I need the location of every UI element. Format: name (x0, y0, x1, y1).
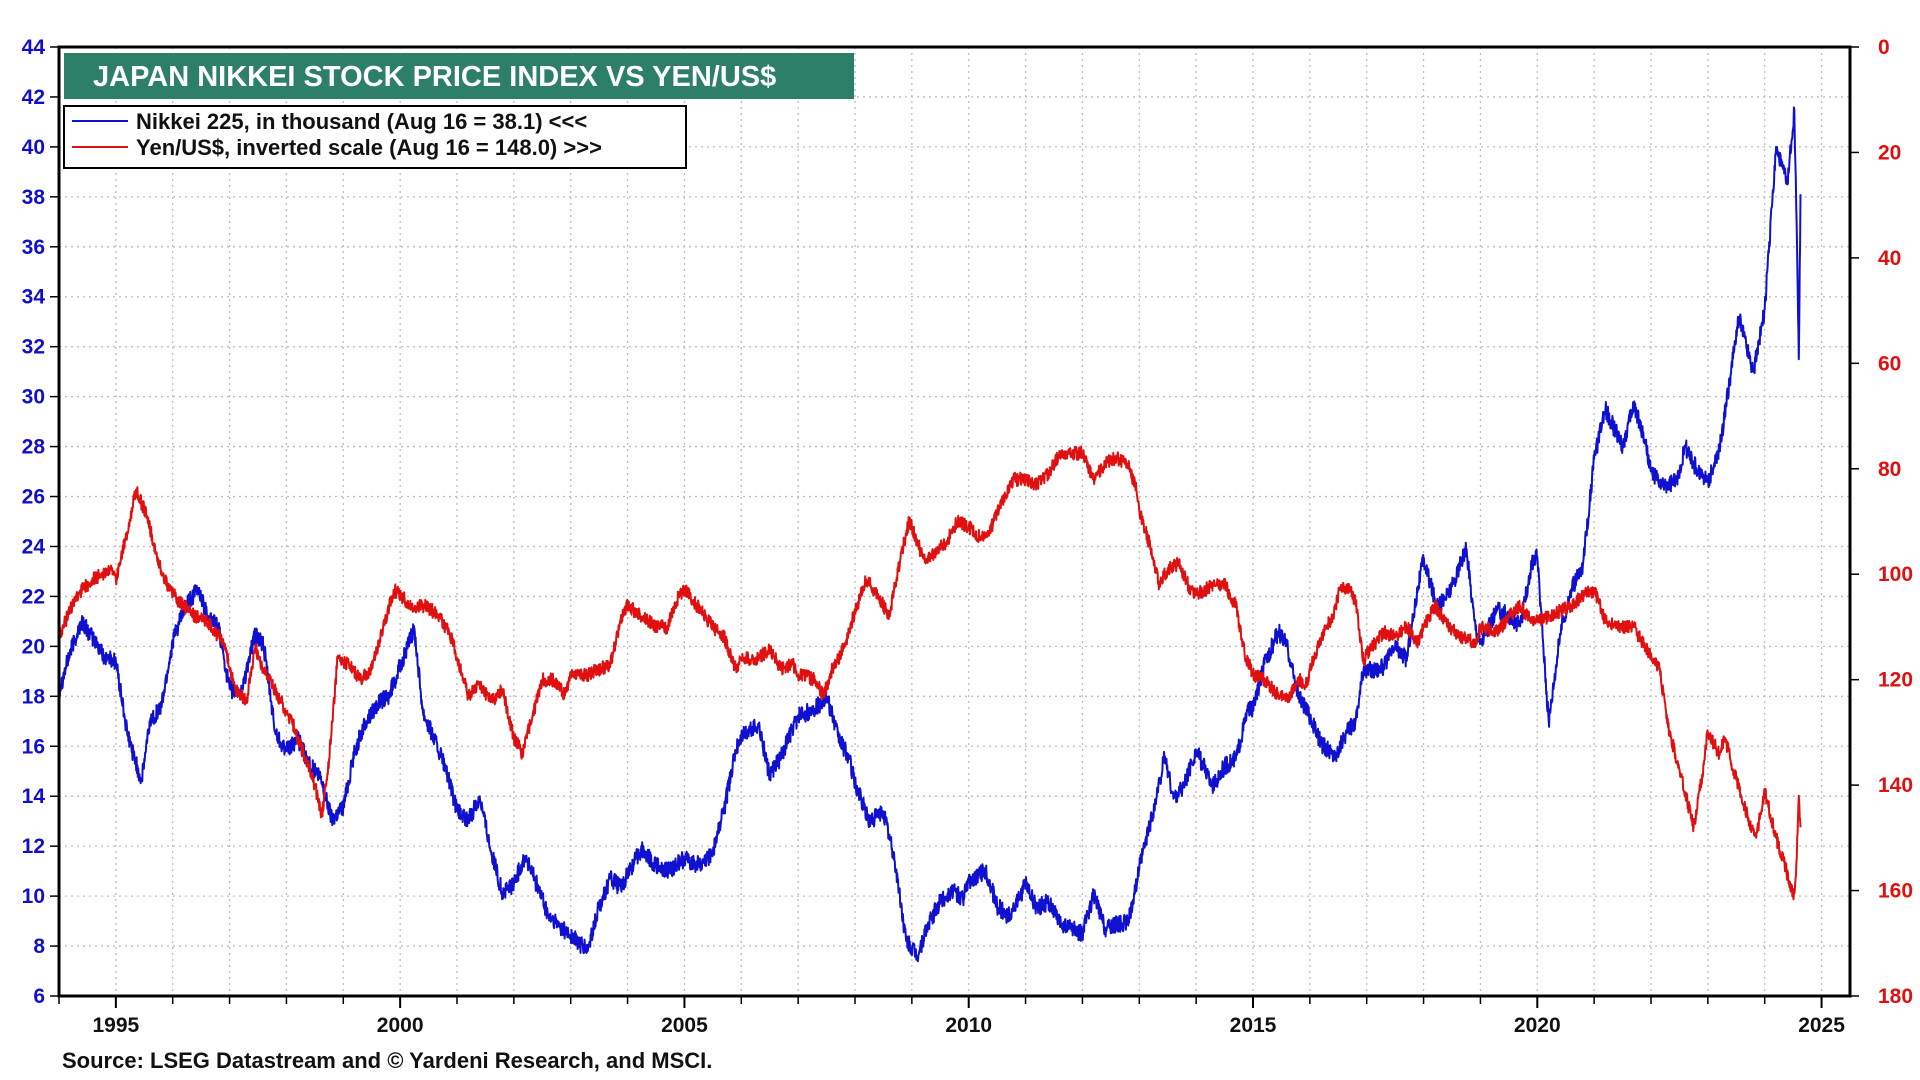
left-tick-label: 40 (22, 136, 45, 159)
right-tick-label: 160 (1878, 880, 1913, 903)
left-tick-label: 22 (22, 585, 45, 608)
legend-entry-yen: Yen/US$, inverted scale (Aug 16 = 148.0)… (136, 135, 602, 160)
left-tick-label: 8 (33, 935, 45, 958)
left-axis-ticks: 6 8 10 12 14 16 18 20 22 24 26 28 30 32 34 36 38 40 42 44 (22, 36, 59, 1008)
right-tick-label: 20 (1878, 141, 1901, 164)
right-tick-label: 80 (1878, 458, 1901, 481)
chart-title: JAPAN NIKKEI STOCK PRICE INDEX VS YEN/US… (93, 61, 776, 93)
chart-title-box: JAPAN NIKKEI STOCK PRICE INDEX VS YEN/US… (64, 53, 854, 99)
left-tick-label: 14 (22, 785, 46, 808)
right-tick-label: 180 (1878, 985, 1913, 1008)
x-axis-ticks: 1995 2000 2005 2010 2015 2020 2025 (58, 996, 1845, 1037)
x-tick-label: 2015 (1230, 1014, 1277, 1037)
left-tick-label: 32 (22, 336, 45, 359)
x-tick-label: 2005 (661, 1014, 708, 1037)
left-tick-label: 34 (22, 286, 46, 309)
yen-series-line (58, 445, 1802, 901)
grid-lines (58, 46, 1850, 997)
nikkei-series-line (58, 106, 1802, 963)
left-tick-label: 16 (22, 735, 45, 758)
right-tick-label: 120 (1878, 669, 1913, 692)
x-tick-label: 2000 (377, 1014, 424, 1037)
left-tick-label: 20 (22, 635, 45, 658)
right-axis-ticks: 0 20 40 60 80 100 120 140 160 180 (1850, 36, 1913, 1008)
right-tick-label: 100 (1878, 563, 1913, 586)
right-tick-label: 140 (1878, 774, 1913, 797)
right-tick-label: 0 (1878, 36, 1890, 59)
left-tick-label: 18 (22, 685, 46, 708)
x-tick-label: 2010 (945, 1014, 992, 1037)
left-tick-label: 36 (22, 236, 45, 259)
left-tick-label: 28 (22, 436, 46, 459)
left-tick-label: 44 (22, 36, 46, 59)
x-tick-label: 1995 (92, 1014, 139, 1037)
left-tick-label: 42 (22, 86, 45, 109)
legend-entry-nikkei: Nikkei 225, in thousand (Aug 16 = 38.1) … (136, 109, 587, 134)
legend: Nikkei 225, in thousand (Aug 16 = 38.1) … (63, 105, 687, 169)
left-tick-label: 38 (22, 186, 46, 209)
left-tick-label: 6 (33, 985, 45, 1008)
x-tick-label: 2020 (1514, 1014, 1561, 1037)
right-tick-label: 60 (1878, 352, 1901, 375)
left-tick-label: 30 (22, 386, 45, 409)
x-tick-label: 2025 (1798, 1014, 1845, 1037)
left-tick-label: 26 (22, 486, 45, 509)
source-note: Source: LSEG Datastream and © Yardeni Re… (62, 1048, 712, 1073)
right-tick-label: 40 (1878, 247, 1901, 270)
plot-frame (57, 45, 1852, 998)
series-layer (58, 106, 1802, 963)
left-tick-label: 12 (22, 835, 45, 858)
left-tick-label: 24 (22, 535, 46, 558)
left-tick-label: 10 (22, 885, 45, 908)
